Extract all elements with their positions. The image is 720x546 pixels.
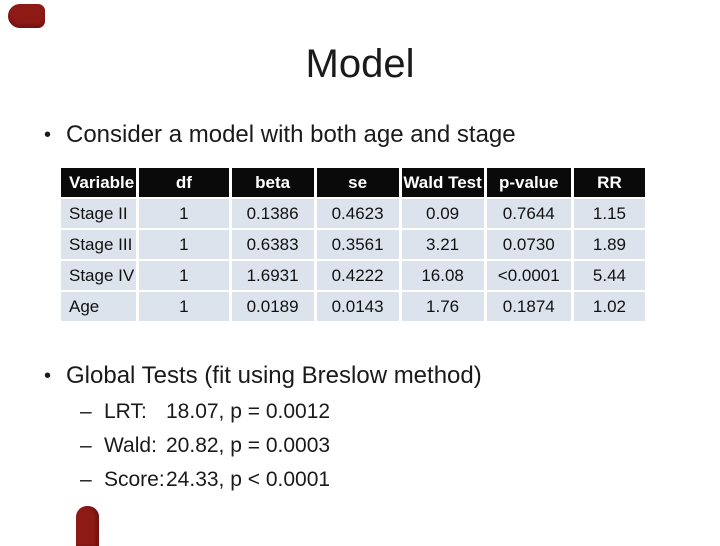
dash-bullet-icon: –	[80, 468, 92, 491]
cell-wald: 16.08	[401, 261, 484, 290]
cell-wald: 3.21	[401, 230, 484, 259]
cell-variable: Stage III	[61, 230, 137, 259]
table-row-stage-ii: Stage II 1 0.1386 0.4623 0.09 0.7644 1.1…	[61, 199, 645, 228]
table-row-stage-iv: Stage IV 1 1.6931 0.4222 16.08 <0.0001 5…	[61, 261, 645, 290]
global-test-lrt: – LRT: 18.07, p = 0.0012	[80, 398, 640, 432]
cell-rr: 5.44	[573, 261, 645, 290]
bullet-global-text: Global Tests (fit using Breslow method)	[66, 362, 482, 389]
cell-rr: 1.15	[573, 199, 645, 228]
global-tests-list: – LRT: 18.07, p = 0.0012 – Wald: 20.82, …	[80, 398, 640, 500]
cell-df: 1	[139, 230, 229, 259]
global-test-score: – Score: 24.33, p < 0.0001	[80, 466, 640, 500]
cell-se: 0.3561	[316, 230, 399, 259]
cell-df: 1	[139, 261, 229, 290]
global-test-value: 24.33, p < 0.0001	[166, 468, 331, 491]
cell-beta: 1.6931	[231, 261, 314, 290]
cell-beta: 0.1386	[231, 199, 314, 228]
col-header-rr: RR	[573, 168, 645, 197]
bullet-global-tests: • Global Tests (fit using Breslow method…	[36, 361, 676, 391]
global-test-label: Wald:	[104, 434, 157, 457]
bullet-dot-icon: •	[44, 365, 52, 387]
table-row-age: Age 1 0.0189 0.0143 1.76 0.1874 1.02	[61, 292, 645, 321]
corner-ornament-bottom-left	[76, 506, 99, 546]
dash-bullet-icon: –	[80, 400, 92, 423]
global-test-value: 18.07, p = 0.0012	[166, 400, 331, 423]
slide-title: Model	[305, 42, 415, 86]
cell-pvalue: 0.0730	[486, 230, 571, 259]
dash-bullet-icon: –	[80, 434, 92, 457]
results-table: Variable df beta se Wald Test p-value RR…	[58, 166, 648, 323]
cell-beta: 0.6383	[231, 230, 314, 259]
bullet-consider-model: • Consider a model with both age and sta…	[36, 120, 676, 150]
cell-wald: 0.09	[401, 199, 484, 228]
col-header-wald-test: Wald Test	[401, 168, 484, 197]
col-header-p-value: p-value	[486, 168, 571, 197]
global-test-label: Score:	[104, 468, 165, 491]
cell-se: 0.0143	[316, 292, 399, 321]
cell-variable: Stage IV	[61, 261, 137, 290]
cell-beta: 0.0189	[231, 292, 314, 321]
global-test-value: 20.82, p = 0.0003	[166, 434, 331, 457]
cell-se: 0.4623	[316, 199, 399, 228]
table-header-row: Variable df beta se Wald Test p-value RR	[61, 168, 645, 197]
global-test-wald: – Wald: 20.82, p = 0.0003	[80, 432, 640, 466]
cell-pvalue: <0.0001	[486, 261, 571, 290]
corner-ornament-top-left	[8, 4, 45, 28]
cell-rr: 1.02	[573, 292, 645, 321]
cell-pvalue: 0.7644	[486, 199, 571, 228]
cell-variable: Age	[61, 292, 137, 321]
col-header-variable: Variable	[61, 168, 137, 197]
col-header-beta: beta	[231, 168, 314, 197]
table-row-stage-iii: Stage III 1 0.6383 0.3561 3.21 0.0730 1.…	[61, 230, 645, 259]
cell-se: 0.4222	[316, 261, 399, 290]
col-header-df: df	[139, 168, 229, 197]
cell-df: 1	[139, 199, 229, 228]
bullet-dot-icon: •	[44, 124, 52, 146]
cell-pvalue: 0.1874	[486, 292, 571, 321]
cell-rr: 1.89	[573, 230, 645, 259]
global-test-label: LRT:	[104, 400, 147, 423]
cell-wald: 1.76	[401, 292, 484, 321]
col-header-se: se	[316, 168, 399, 197]
bullet-consider-text: Consider a model with both age and stage	[66, 121, 516, 148]
cell-df: 1	[139, 292, 229, 321]
cell-variable: Stage II	[61, 199, 137, 228]
